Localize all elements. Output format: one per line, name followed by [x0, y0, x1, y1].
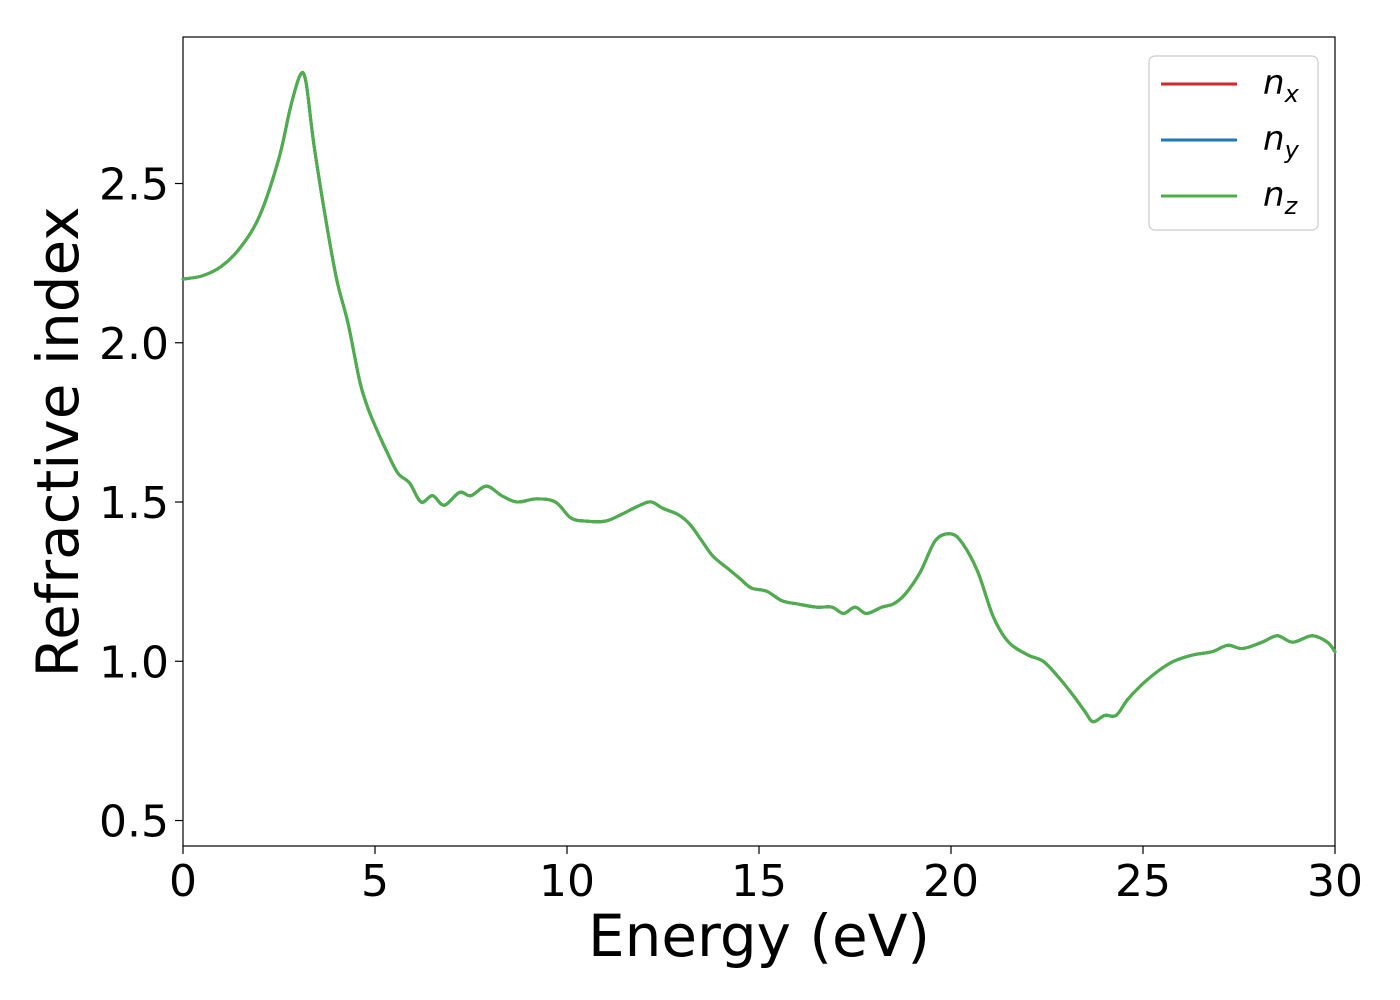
x-tick-label: 20: [923, 856, 979, 907]
legend-box: [1148, 55, 1319, 231]
x-tick-label: 0: [169, 856, 197, 907]
series-line-n-z: [181, 70, 1337, 724]
series-layer: [181, 70, 1337, 724]
x-tick-label: 15: [731, 856, 787, 907]
y-tick-label: 1.5: [99, 478, 169, 529]
y-tick-label: 1.0: [99, 637, 169, 688]
x-tick-label: 5: [361, 856, 389, 907]
y-tick-label: 0.5: [99, 797, 169, 848]
x-tick-label: 30: [1307, 856, 1363, 907]
legend-label-nz: nz: [1263, 175, 1299, 220]
y-tick-label: 2.0: [99, 319, 169, 370]
y-tick-label: 2.5: [99, 160, 169, 211]
x-axis-label: Energy (eV): [588, 902, 930, 970]
legend: nx ny nz: [1148, 55, 1319, 231]
x-tick-label: 25: [1115, 856, 1171, 907]
plot-area: [182, 36, 1336, 847]
x-axis-ticks: 0 5 10 15 20 25 30: [169, 846, 1363, 907]
legend-label-nx: nx: [1263, 63, 1300, 108]
legend-label-ny: ny: [1263, 119, 1300, 164]
x-tick-label: 10: [539, 856, 595, 907]
y-axis-label: Refractive index: [24, 206, 92, 677]
plot-frame: [182, 36, 1336, 847]
y-axis-ticks: 0.5 1.0 1.5 2.0 2.5: [99, 160, 183, 848]
